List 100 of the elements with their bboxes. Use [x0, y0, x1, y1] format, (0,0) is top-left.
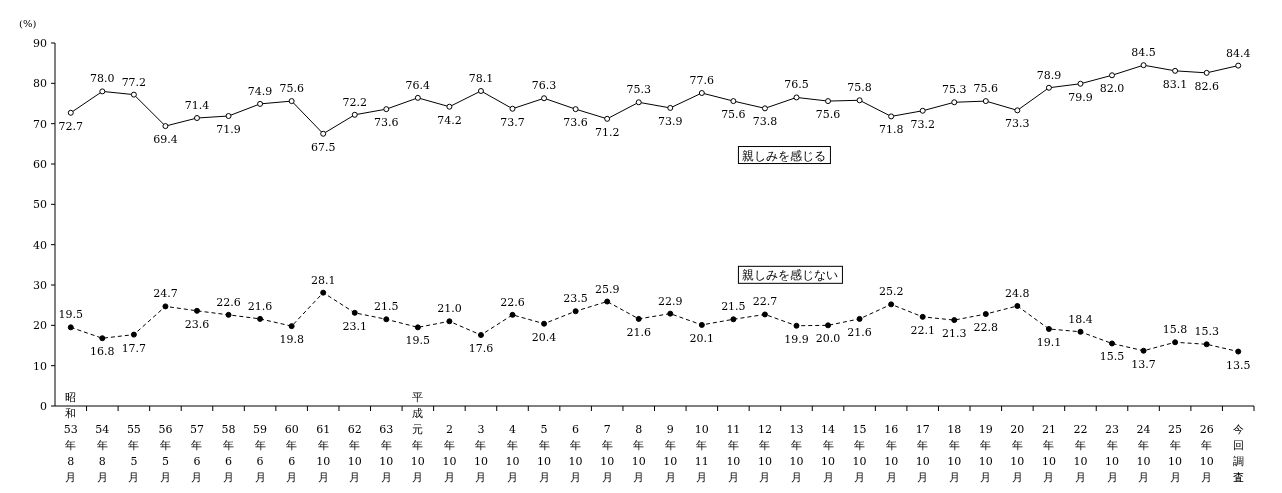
data-label: 75.6 — [815, 108, 841, 122]
data-label: 17.6 — [468, 342, 494, 356]
data-label: 82.6 — [1194, 79, 1219, 93]
x-tick-label: 18年10月 — [947, 423, 962, 484]
x-tick-label: 21年10月 — [1041, 423, 1056, 484]
x-tick-label: 4年10月 — [505, 423, 520, 484]
data-label: 21.3 — [942, 327, 967, 341]
x-tick-label: 58年6月 — [221, 423, 236, 484]
data-label: 21.5 — [374, 300, 399, 314]
data-label: 13.7 — [1131, 357, 1156, 371]
data-label: 23.6 — [184, 317, 210, 331]
text: 親しみを感じる — [742, 148, 827, 163]
data-label: 73.3 — [1005, 117, 1030, 131]
x-tick-label: 14年10月 — [821, 423, 836, 484]
x-tick-label: 15年10月 — [852, 423, 867, 484]
x-tick-label: 19年10月 — [978, 423, 993, 484]
x-tick-label: 平成元年10月 — [410, 391, 425, 484]
data-label: 17.7 — [121, 341, 147, 355]
x-tick-label: 59年6月 — [253, 423, 268, 484]
data-label: 73.2 — [910, 117, 935, 131]
x-tick-label: 20年10月 — [1010, 423, 1025, 484]
x-tick-label: 25年10月 — [1168, 423, 1183, 484]
x-tick-label: 10年11月 — [694, 423, 709, 484]
data-label: 75.6 — [973, 82, 999, 96]
data-label: 78.0 — [90, 72, 115, 86]
data-label: 19.5 — [405, 334, 431, 348]
y-tick-label: 70 — [33, 117, 47, 131]
data-label: 77.6 — [689, 74, 715, 88]
data-label: 21.5 — [721, 300, 746, 314]
data-label: 84.5 — [1131, 46, 1156, 60]
data-label: 21.6 — [247, 299, 273, 313]
data-label: 78.9 — [1036, 68, 1062, 82]
data-label: 21.6 — [626, 325, 651, 339]
x-tick-label: 5年10月 — [537, 423, 552, 484]
text: 親しみを感じない — [742, 268, 839, 283]
y-tick-label: 60 — [33, 158, 47, 171]
data-label: 83.1 — [1162, 77, 1188, 91]
data-label: 76.3 — [531, 79, 557, 93]
data-label: 73.9 — [658, 114, 683, 128]
x-tick-label: 16年10月 — [884, 423, 899, 484]
y-tick-label: 50 — [33, 198, 47, 212]
data-label: 22.7 — [752, 295, 778, 309]
x-tick-label: 17年10月 — [915, 423, 930, 484]
data-label: 19.8 — [279, 333, 304, 347]
data-label: 21.0 — [437, 302, 462, 316]
data-label: 22.6 — [500, 295, 525, 309]
y-tick-label: 0 — [40, 400, 47, 413]
x-tick-label: 11年10月 — [726, 423, 741, 484]
data-label: 75.3 — [942, 83, 967, 97]
data-label: 13.5 — [1225, 358, 1251, 372]
x-tick-label: 2年10月 — [442, 423, 457, 484]
x-tick-label: 61年10月 — [316, 423, 331, 484]
data-label: 69.4 — [153, 133, 178, 147]
data-label: 19.9 — [784, 332, 809, 346]
data-label: 20.0 — [815, 332, 841, 346]
data-label: 71.4 — [184, 99, 210, 113]
data-label: 15.8 — [1162, 323, 1188, 337]
x-tick-label: 3年10月 — [473, 423, 488, 484]
data-label: 71.2 — [594, 125, 620, 139]
data-label: 22.8 — [973, 321, 999, 335]
x-tick-label: 昭和53年8月 — [63, 391, 78, 484]
data-label: 20.4 — [531, 330, 557, 344]
data-label: 76.5 — [784, 78, 809, 92]
data-label: 73.8 — [752, 115, 778, 129]
data-label: 73.6 — [374, 116, 399, 130]
data-label: 77.2 — [121, 75, 147, 89]
data-label: 23.5 — [563, 292, 588, 306]
data-label: 20.1 — [689, 331, 715, 345]
y-tick-label: 90 — [33, 37, 47, 50]
x-tick-label: 22年10月 — [1073, 423, 1088, 484]
data-label: 75.8 — [847, 81, 872, 95]
data-label: 28.1 — [310, 273, 336, 287]
data-label: 22.6 — [216, 295, 241, 309]
data-label: 25.9 — [594, 282, 620, 296]
y-tick-label: 20 — [33, 319, 47, 333]
data-label: 71.9 — [216, 123, 241, 136]
data-label: 73.6 — [563, 116, 588, 130]
data-label: 82.0 — [1099, 82, 1125, 96]
x-tick-label: 57年6月 — [189, 423, 204, 484]
data-label: 72.7 — [58, 119, 84, 133]
x-tick-label: 23年10月 — [1105, 423, 1120, 484]
data-label: 16.8 — [90, 345, 115, 359]
y-tick-label: 40 — [33, 238, 47, 252]
data-label: 22.9 — [658, 294, 683, 308]
data-label: 84.4 — [1225, 46, 1251, 60]
data-label: 71.8 — [878, 123, 904, 137]
data-label: 78.1 — [468, 72, 494, 85]
data-label: 75.3 — [626, 83, 651, 97]
y-tick-label: 80 — [33, 77, 47, 91]
x-tick-label: 今回調査 — [1232, 423, 1244, 484]
data-label: 67.5 — [310, 140, 336, 154]
data-label: 15.5 — [1099, 350, 1125, 364]
data-label: 75.6 — [279, 82, 304, 96]
data-label: 75.6 — [721, 108, 746, 122]
y-tick-label: 30 — [33, 279, 47, 292]
data-label: 24.7 — [153, 287, 178, 301]
x-tick-label: 9年10月 — [663, 423, 678, 484]
data-label: 15.3 — [1194, 325, 1219, 339]
x-tick-label: 63年10月 — [379, 423, 394, 484]
x-tick-label: 26年10月 — [1199, 423, 1214, 484]
